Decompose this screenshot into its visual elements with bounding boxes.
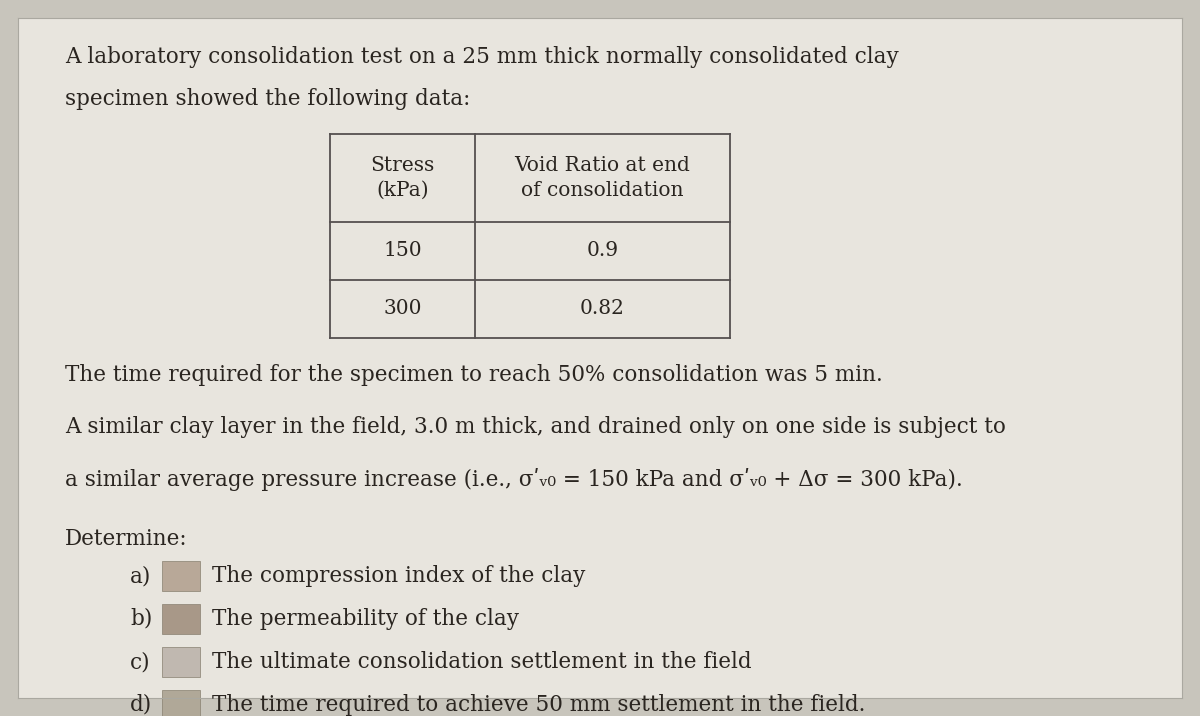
Text: Determine:: Determine: [65, 528, 187, 550]
Text: The time required for the specimen to reach 50% consolidation was 5 min.: The time required for the specimen to re… [65, 364, 883, 386]
Bar [162, 690, 200, 716]
Text: A laboratory consolidation test on a 25 mm thick normally consolidated clay: A laboratory consolidation test on a 25 … [65, 46, 899, 68]
Text: 150: 150 [383, 241, 422, 261]
Text: 0.9: 0.9 [587, 241, 618, 261]
Text: a): a) [130, 565, 151, 587]
Text: A similar clay layer in the field, 3.0 m thick, and drained only on one side is : A similar clay layer in the field, 3.0 m… [65, 416, 1006, 438]
Text: b): b) [130, 608, 152, 630]
Text: The permeability of the clay: The permeability of the clay [212, 608, 520, 630]
Text: specimen showed the following data:: specimen showed the following data: [65, 88, 470, 110]
Text: Void Ratio at end
of consolidation: Void Ratio at end of consolidation [515, 156, 690, 200]
Text: The time required to achieve 50 mm settlement in the field.: The time required to achieve 50 mm settl… [212, 694, 865, 716]
Text: Stress
(kPa): Stress (kPa) [371, 156, 434, 200]
Text: a similar average pressure increase (i.e., σʹᵥ₀ = 150 kPa and σʹᵥ₀ + Δσ = 300 kP: a similar average pressure increase (i.e… [65, 468, 962, 491]
Text: 0.82: 0.82 [580, 299, 625, 319]
Text: The compression index of the clay: The compression index of the clay [212, 565, 586, 587]
Bar [162, 647, 200, 677]
Bar [162, 561, 200, 591]
Text: d): d) [130, 694, 152, 716]
Bar [162, 604, 200, 634]
Bar [330, 134, 730, 338]
Text: 300: 300 [383, 299, 421, 319]
Text: c): c) [130, 651, 151, 673]
Text: The ultimate consolidation settlement in the field: The ultimate consolidation settlement in… [212, 651, 751, 673]
